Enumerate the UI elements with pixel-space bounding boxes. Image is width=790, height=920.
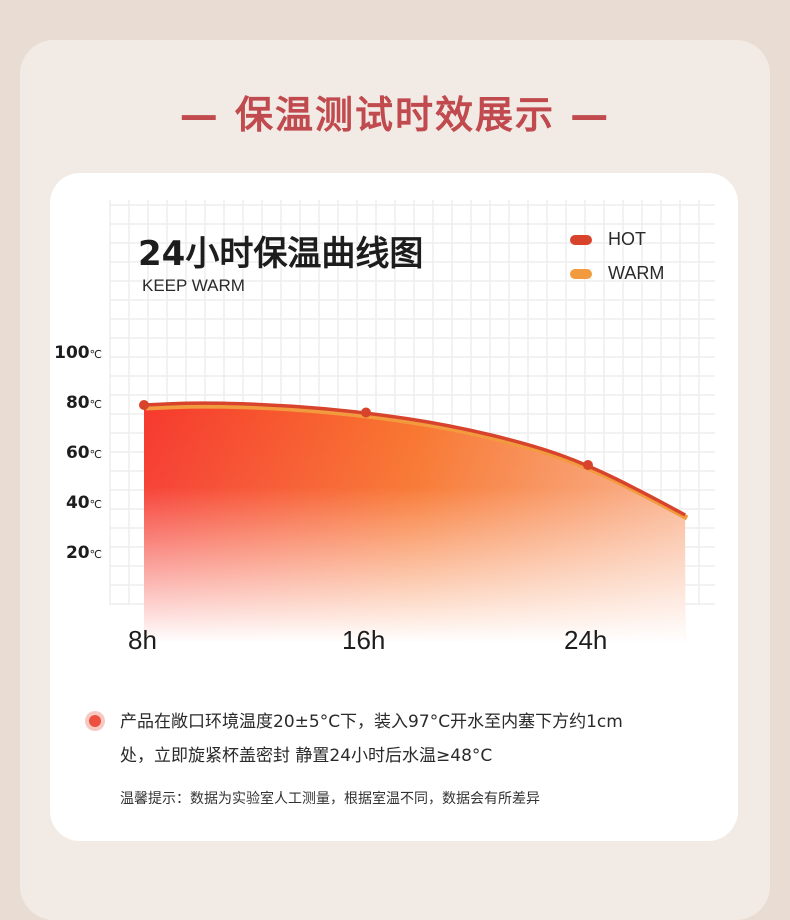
legend-label-warm: WARM [608, 263, 665, 283]
y-tick-label: 100℃ [54, 343, 102, 363]
test-note-line: 产品在敞口环境温度20±5°C下，装入97°C开水至内塞下方约1cm [120, 712, 623, 732]
legend-item-hot: HOT [570, 229, 646, 250]
warm-series-line [145, 403, 689, 521]
disclaimer-tip: 温馨提示：数据为实验室人工测量，根据室温不同，数据会有所差异 [120, 791, 540, 807]
x-tick-label: 24h [564, 625, 608, 655]
page-heading: — 保温测试时效展示 — [179, 93, 611, 137]
hot-data-point [361, 407, 371, 418]
chart-subtitle: KEEP WARM [142, 276, 245, 295]
y-tick-label: 40℃ [65, 493, 102, 513]
y-tick-label: 80℃ [65, 393, 102, 413]
legend-swatch-warm [570, 268, 592, 279]
y-tick-label: 60℃ [65, 443, 102, 463]
chart-title: 24小时保温曲线图 [138, 234, 424, 274]
area-fade-overlay [144, 403, 686, 643]
hot-data-point [139, 400, 149, 410]
test-note-line: 处，立即旋紧杯盖密封 静置24小时后水温≥48°C [120, 746, 493, 766]
legend-swatch-hot [570, 234, 592, 245]
chart-area [139, 400, 689, 643]
legend-item-warm: WARM [570, 263, 664, 284]
x-tick-label: 8h [128, 625, 157, 655]
hot-series-line [143, 401, 687, 517]
y-tick-label: 20℃ [65, 543, 102, 563]
note-bullet-icon [85, 711, 105, 731]
legend-label-hot: HOT [608, 229, 646, 249]
x-tick-label: 16h [342, 625, 386, 655]
hot-data-point [583, 460, 593, 470]
test-note: 产品在敞口环境温度20±5°C下，装入97°C开水至内塞下方约1cm 处，立即旋… [120, 705, 720, 773]
